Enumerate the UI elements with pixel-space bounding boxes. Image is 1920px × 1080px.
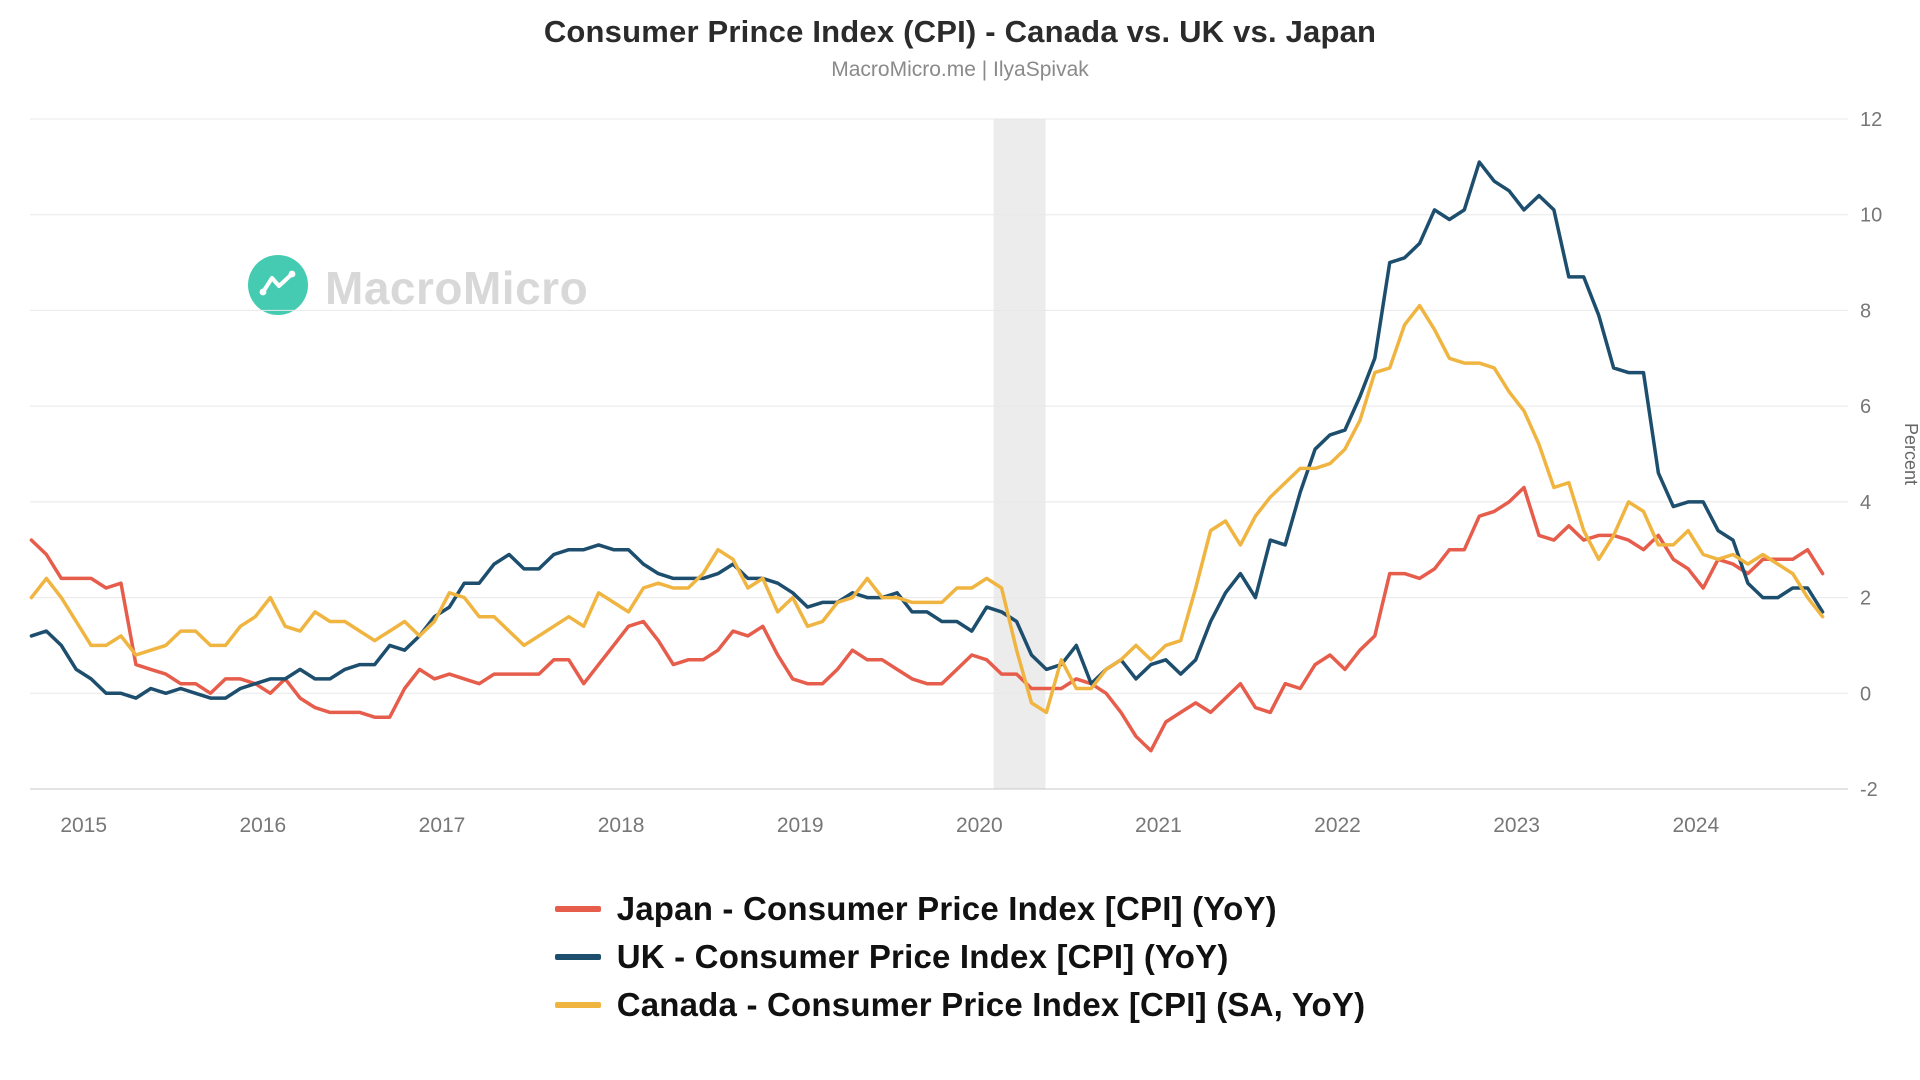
series-line-uk[interactable]	[29, 160, 1825, 700]
chart-title: Consumer Prince Index (CPI) - Canada vs.…	[543, 14, 1377, 49]
chart-header: Consumer Prince Index (CPI) - Canada vs.…	[0, 0, 1920, 82]
x-tick-label: 2023	[1493, 814, 1540, 837]
cpi-chart[interactable]: 12 10 8 6 4 2 0 -2 2015 2016 2017 2018 2019 2020 2021 2…	[0, 84, 1920, 884]
x-tick-label: 2022	[1314, 814, 1361, 837]
legend-item[interactable]: UK - Consumer Price Index [CPI] (YoY)	[554, 938, 1366, 976]
y-tick-label: 8	[1860, 300, 1871, 322]
x-tick-label: 2019	[777, 814, 824, 837]
y-axis-title: Percent	[1901, 423, 1920, 485]
x-tick-label: 2017	[419, 814, 466, 837]
y-tick-label: 4	[1860, 492, 1871, 514]
legend-item-label: Japan - Consumer Price Index [CPI] (YoY)	[616, 890, 1277, 927]
series-line-canada[interactable]	[29, 303, 1825, 715]
legend-swatch	[554, 1002, 601, 1008]
y-tick-label: 0	[1860, 683, 1871, 705]
y-tick-label: 12	[1860, 109, 1882, 131]
legend-item[interactable]: Japan - Consumer Price Index [CPI] (YoY)	[554, 890, 1366, 928]
legend-swatch	[554, 954, 601, 960]
x-tick-label: 2015	[60, 814, 107, 837]
chart-area: MacroMicro 12 10 8 6 4 2 0 -2 2015 2016 2017 2018 20…	[0, 84, 1920, 884]
legend-item-label: Canada - Consumer Price Index [CPI] (SA,…	[616, 986, 1366, 1023]
x-tick-label: 2020	[956, 814, 1003, 837]
y-tick-label: 6	[1860, 396, 1871, 418]
x-tick-label: 2024	[1672, 814, 1719, 837]
legend-item-label: UK - Consumer Price Index [CPI] (YoY)	[616, 938, 1229, 975]
legend-item[interactable]: Canada - Consumer Price Index [CPI] (SA,…	[554, 986, 1366, 1024]
x-tick-label: 2016	[239, 814, 286, 837]
x-tick-label: 2021	[1135, 814, 1182, 837]
chart-subtitle: MacroMicro.me | IlyaSpivak	[831, 58, 1089, 81]
y-tick-label: -2	[1860, 779, 1878, 801]
y-tick-label: 2	[1860, 588, 1871, 610]
chart-legend: Japan - Consumer Price Index [CPI] (YoY)…	[554, 890, 1366, 1024]
series-line-japan[interactable]	[29, 485, 1825, 753]
x-tick-label: 2018	[598, 814, 645, 837]
legend-swatch	[554, 906, 601, 912]
y-tick-label: 10	[1860, 205, 1882, 227]
